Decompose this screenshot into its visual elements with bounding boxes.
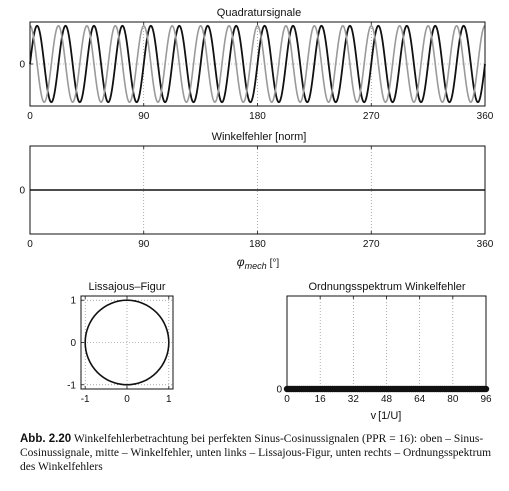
panel2-xlabel-sub: mech [245, 261, 267, 271]
panel3-title: Lissajous–Figur [88, 281, 165, 293]
lissajous-circle [84, 299, 170, 386]
panel1-title: Quadratursignale [217, 7, 301, 19]
panel3-grid [81, 296, 173, 389]
tick-label-x: 90 [138, 111, 150, 122]
panel4-xlabel-main: v [371, 410, 377, 422]
panel1-series [29, 24, 486, 104]
tick-label-x: 270 [363, 239, 380, 250]
panel2-xlabel-unit: [°] [270, 258, 280, 269]
panel2-xlabel: φmech [°] [237, 255, 280, 271]
tick-label-x: 180 [249, 111, 266, 122]
panel4-title: Ordnungsspektrum Winkelfehler [308, 281, 465, 293]
tick-label-x: 0 [284, 394, 290, 405]
tick-label-y: 0 [19, 186, 25, 197]
tick-label-x: 270 [363, 111, 380, 122]
panel3-ticks: -1 0 1 -1 0 1 [67, 296, 172, 405]
tick-label-x: 48 [381, 394, 393, 405]
tick-label-x: 360 [477, 239, 494, 250]
tick-label-y: -1 [67, 380, 76, 391]
panel1-ticks: 0 90 180 270 360 0 [19, 22, 494, 122]
tick-label-x: -1 [81, 394, 90, 405]
series-sin-line [29, 24, 486, 104]
tick-label-x: 90 [138, 239, 150, 250]
tick-label-x: 0 [27, 111, 33, 122]
tick-label-x: 16 [315, 394, 327, 405]
panel4-frame [286, 295, 487, 390]
tick-label-x: 180 [249, 239, 266, 250]
tick-label-x: 0 [27, 239, 33, 250]
tick-label-x: 96 [480, 394, 492, 405]
panel2-title: Winkelfehler [norm] [212, 131, 307, 143]
tick-label-x: 360 [477, 111, 494, 122]
tick-label-y: 0 [19, 60, 25, 71]
panel4-grid [286, 296, 487, 390]
caption-label: Abb. 2.20 [20, 433, 72, 445]
panel4-xlabel-unit: [1/U] [378, 410, 401, 422]
caption-text: Winkelfehlerbetrachtung bei perfekten Si… [20, 433, 492, 473]
tick-label-x: 32 [348, 394, 360, 405]
panel4-ticks: 0 16 32 48 64 80 96 0 [276, 296, 492, 405]
tick-label-y: 0 [276, 385, 282, 396]
tick-label-y: 0 [70, 338, 76, 349]
panel2-ticks: 0 90 180 270 360 0 [19, 146, 494, 250]
panel3-series [84, 299, 170, 386]
figure-caption: Abb. 2.20 Winkelfehlerbetrachtung bei pe… [20, 432, 498, 474]
panel2-xlabel-main: φ [237, 255, 245, 269]
tick-label-x: 64 [414, 394, 426, 405]
tick-label-x: 0 [124, 394, 130, 405]
tick-label-x: 1 [166, 394, 172, 405]
series-cos-line [29, 25, 486, 103]
panel4-xlabel: v [1/U] [371, 410, 402, 422]
tick-label-y: 1 [70, 296, 76, 307]
tick-label-x: 80 [447, 394, 459, 405]
